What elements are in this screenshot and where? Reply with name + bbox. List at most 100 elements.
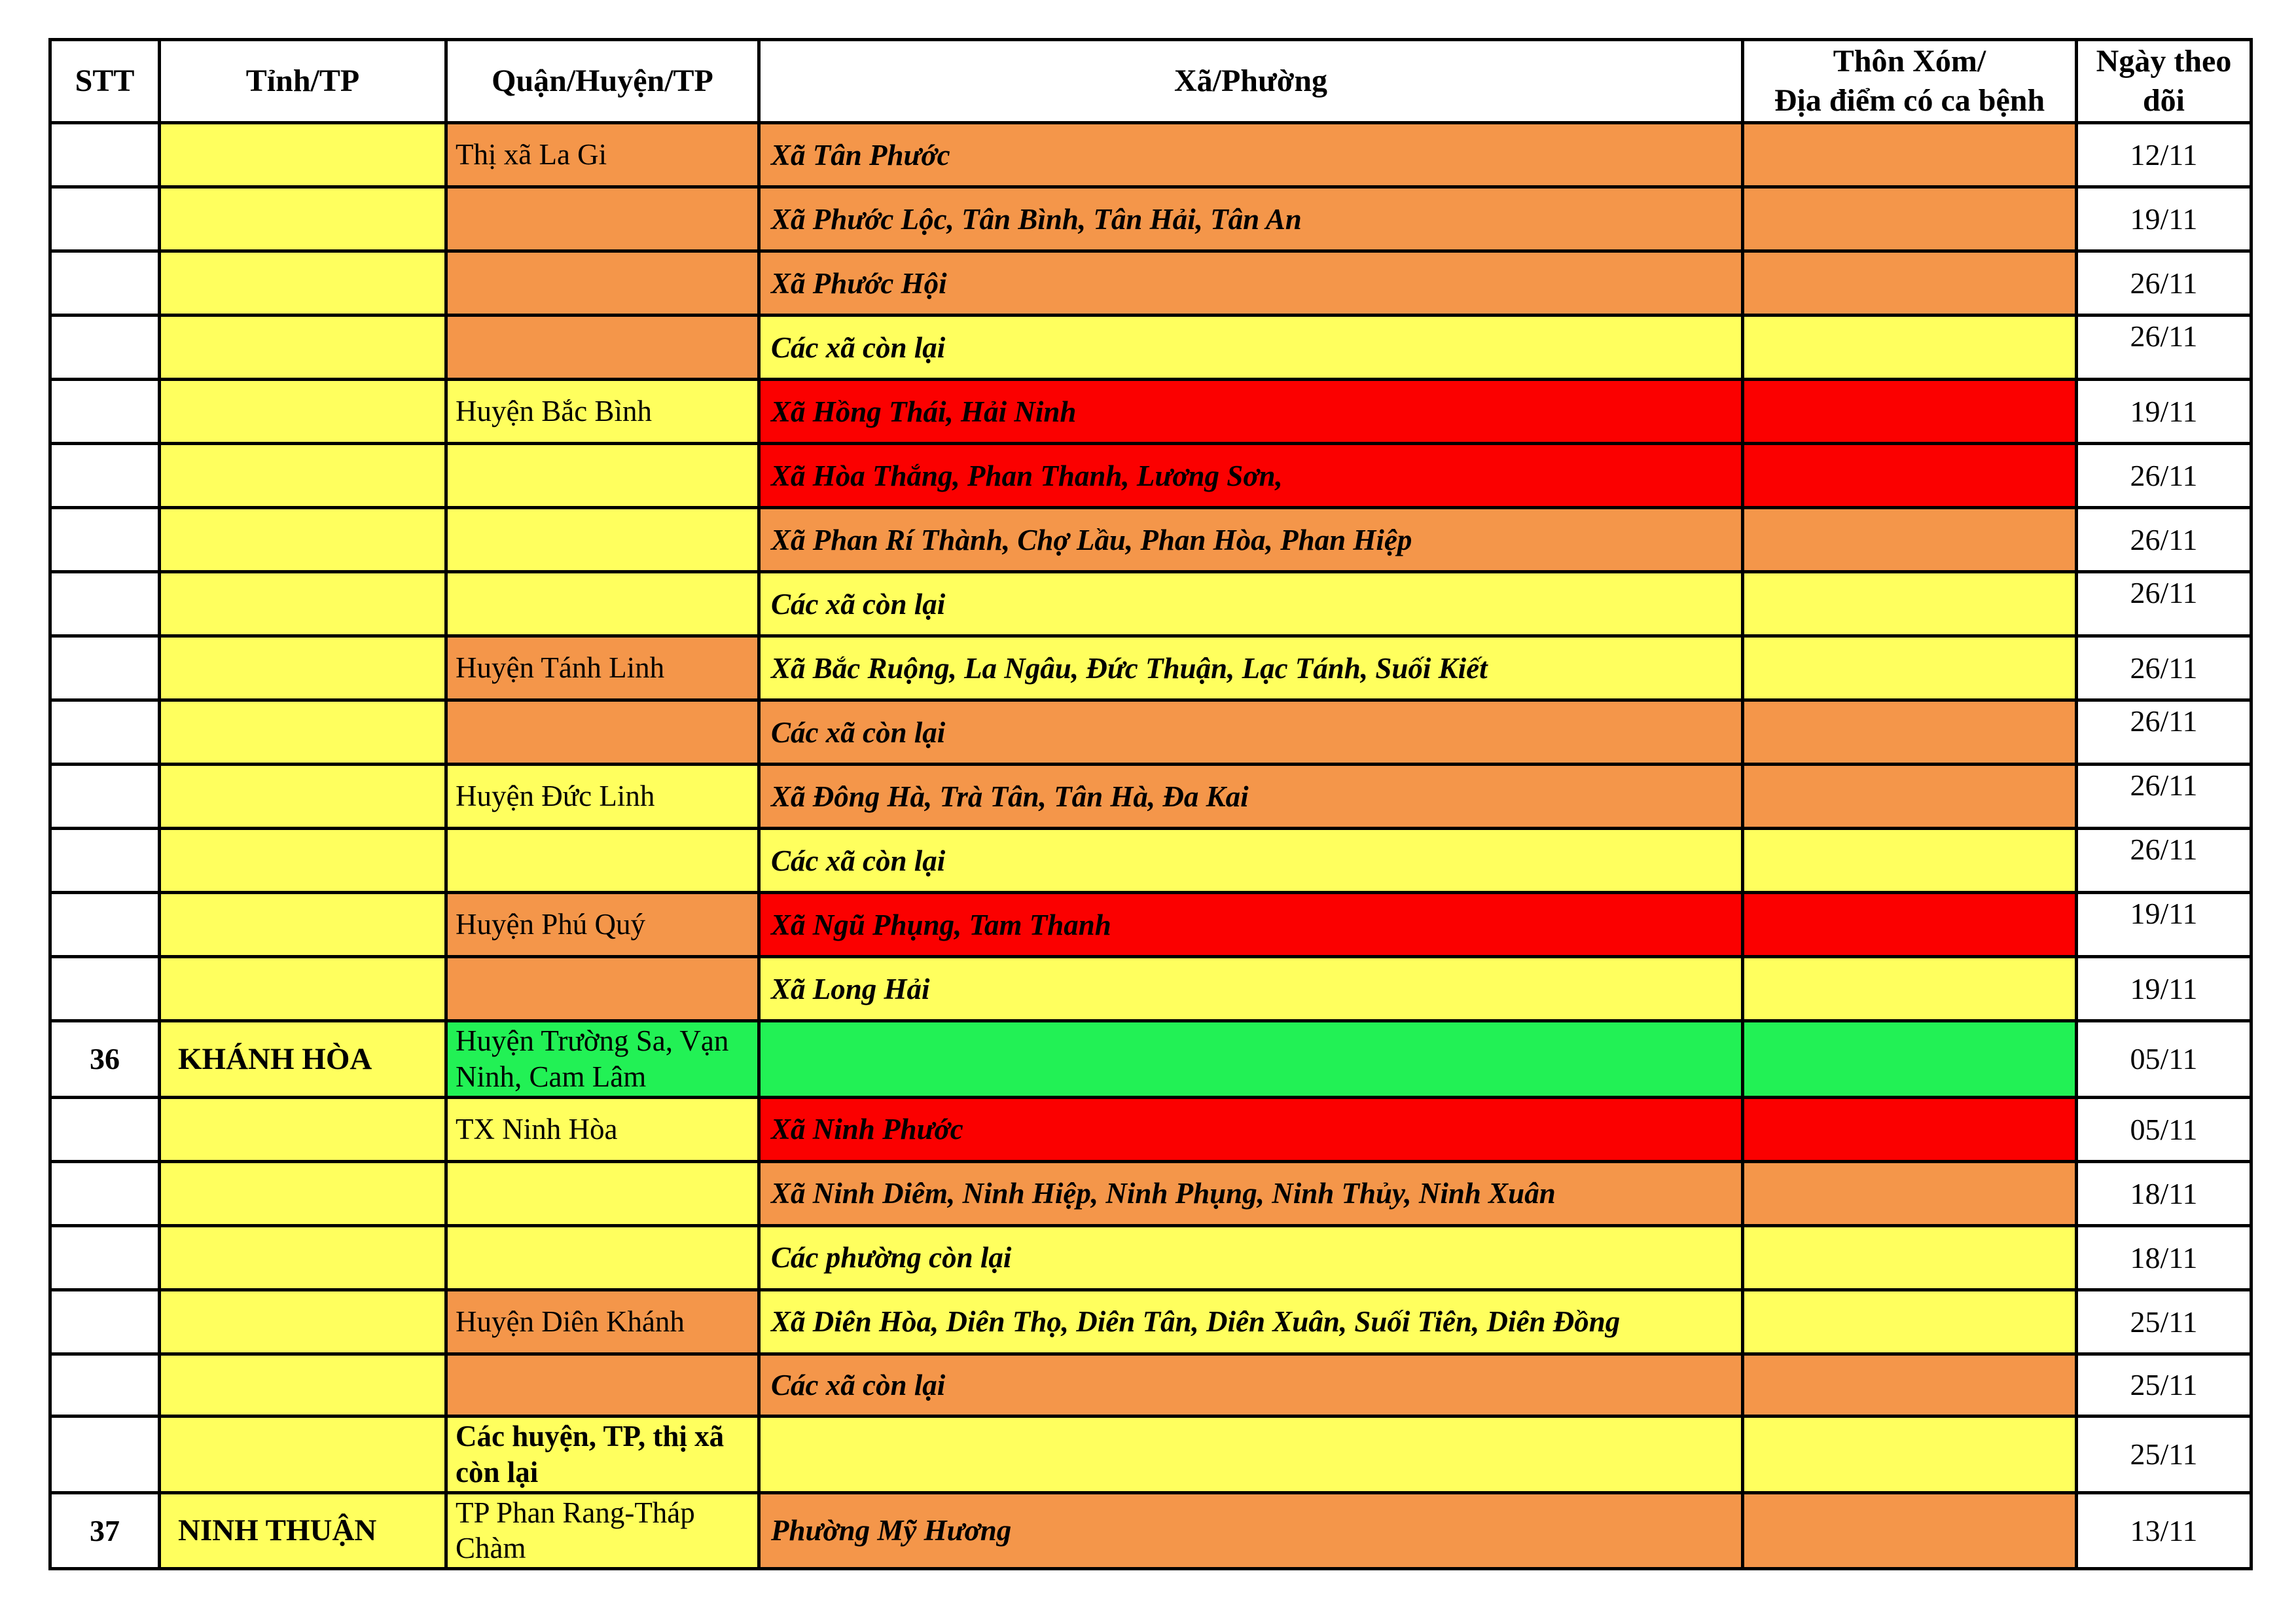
stt-cell <box>48 955 161 1022</box>
commune-cell <box>757 1019 1744 1099</box>
district-cell: Huyện Phú Quý <box>444 891 761 958</box>
province-cell <box>158 249 448 317</box>
table-row: Xã Long Hải 19/11 <box>48 955 2253 1022</box>
date-cell: 26/11 <box>2075 442 2253 509</box>
hamlet-cell <box>1741 185 2078 253</box>
hamlet-cell <box>1741 634 2078 702</box>
district-cell <box>444 827 761 894</box>
stt-cell: 37 <box>48 1490 161 1571</box>
date-cell: 26/11 <box>2075 698 2253 766</box>
commune-cell: Xã Phước Lộc, Tân Bình, Tân Hải, Tân An <box>757 185 1744 253</box>
district-cell <box>444 570 761 638</box>
district-cell <box>444 249 761 317</box>
date-cell: 26/11 <box>2075 249 2253 317</box>
district-cell <box>444 506 761 573</box>
date-cell: 12/11 <box>2075 121 2253 189</box>
tracking-table: STT Tỉnh/TP Quận/Huyện/TP Xã/Phường Thôn… <box>48 38 2253 1571</box>
table-row: Các xã còn lại 26/11 <box>48 827 2253 894</box>
commune-cell: Các xã còn lại <box>757 570 1744 638</box>
district-cell: Huyện Trường Sa, Vạn Ninh, Cam Lâm <box>444 1019 761 1099</box>
hamlet-cell <box>1741 1159 2078 1227</box>
commune-cell: Các xã còn lại <box>757 314 1744 381</box>
hamlet-cell <box>1741 1223 2078 1291</box>
date-cell: 26/11 <box>2075 314 2253 381</box>
table-row: Huyện Tánh Linh Xã Bắc Ruộng, La Ngâu, Đứ… <box>48 634 2253 702</box>
table-row: Xã Phước Hội 26/11 <box>48 249 2253 317</box>
commune-cell: Xã Phan Rí Thành, Chợ Lầu, Phan Hòa, Pha… <box>757 506 1744 573</box>
district-cell: TP Phan Rang-Tháp Chàm <box>444 1490 761 1571</box>
district-cell <box>444 442 761 509</box>
province-cell <box>158 1414 448 1494</box>
stt-cell: 36 <box>48 1019 161 1099</box>
commune-cell <box>757 1414 1744 1494</box>
stt-cell <box>48 1095 161 1163</box>
table-row: Xã Hòa Thắng, Phan Thanh, Lương Sơn, 26/1… <box>48 442 2253 509</box>
stt-cell <box>48 827 161 894</box>
date-cell: 05/11 <box>2075 1095 2253 1163</box>
province-cell <box>158 634 448 702</box>
header-row: STT Tỉnh/TP Quận/Huyện/TP Xã/Phường Thôn… <box>48 38 2253 124</box>
header-commune: Xã/Phường <box>757 38 1744 124</box>
table-row: Huyện Bắc Bình Xã Hồng Thái, Hải Ninh 19/1… <box>48 378 2253 445</box>
commune-cell: Xã Ngũ Phụng, Tam Thanh <box>757 891 1744 958</box>
province-cell <box>158 570 448 638</box>
header-stt: STT <box>48 38 161 124</box>
district-cell: Huyện Đức Linh <box>444 763 761 830</box>
stt-cell <box>48 1414 161 1494</box>
stt-cell <box>48 570 161 638</box>
hamlet-cell <box>1741 570 2078 638</box>
hamlet-cell <box>1741 827 2078 894</box>
table-header: STT Tỉnh/TP Quận/Huyện/TP Xã/Phường Thôn… <box>48 38 2253 124</box>
district-cell: TX Ninh Hòa <box>444 1095 761 1163</box>
province-cell <box>158 698 448 766</box>
province-cell <box>158 121 448 189</box>
date-cell: 26/11 <box>2075 827 2253 894</box>
commune-cell: Xã Đông Hà, Trà Tân, Tân Hà, Đa Kai <box>757 763 1744 830</box>
table-row: Huyện Diên Khánh Xã Diên Hòa, Diên Thọ, D… <box>48 1288 2253 1356</box>
stt-cell <box>48 763 161 830</box>
commune-cell: Xã Long Hải <box>757 955 1744 1022</box>
date-cell: 19/11 <box>2075 891 2253 958</box>
table-row: 36 KHÁNH HÒA Huyện Trường Sa, Vạn Ninh, Ca… <box>48 1019 2253 1099</box>
commune-cell: Xã Bắc Ruộng, La Ngâu, Đức Thuận, Lạc Tá… <box>757 634 1744 702</box>
province-cell <box>158 827 448 894</box>
table-row: Các xã còn lại 26/11 <box>48 314 2253 381</box>
table-row: Các phường còn lại 18/11 <box>48 1223 2253 1291</box>
province-cell <box>158 1352 448 1418</box>
district-cell <box>444 1352 761 1418</box>
date-cell: 18/11 <box>2075 1159 2253 1227</box>
district-cell <box>444 314 761 381</box>
district-cell <box>444 1223 761 1291</box>
date-cell: 18/11 <box>2075 1223 2253 1291</box>
stt-cell <box>48 506 161 573</box>
district-cell <box>444 955 761 1022</box>
hamlet-cell <box>1741 249 2078 317</box>
commune-cell: Các phường còn lại <box>757 1223 1744 1291</box>
hamlet-cell <box>1741 698 2078 766</box>
province-cell: KHÁNH HÒA <box>158 1019 448 1099</box>
commune-cell: Xã Diên Hòa, Diên Thọ, Diên Tân, Diên Xu… <box>757 1288 1744 1356</box>
stt-cell <box>48 442 161 509</box>
header-hamlet: Thôn Xóm/ Địa điểm có ca bệnh <box>1741 38 2078 124</box>
district-cell: Thị xã La Gi <box>444 121 761 189</box>
table-row: Thị xã La Gi Xã Tân Phước 12/11 <box>48 121 2253 189</box>
hamlet-cell <box>1741 763 2078 830</box>
stt-cell <box>48 121 161 189</box>
commune-cell: Các xã còn lại <box>757 1352 1744 1418</box>
date-cell: 26/11 <box>2075 506 2253 573</box>
hamlet-cell <box>1741 1414 2078 1494</box>
stt-cell <box>48 185 161 253</box>
district-cell: Huyện Diên Khánh <box>444 1288 761 1356</box>
table-row: Các xã còn lại 25/11 <box>48 1352 2253 1418</box>
date-cell: 25/11 <box>2075 1352 2253 1418</box>
district-cell <box>444 698 761 766</box>
district-cell <box>444 1159 761 1227</box>
date-cell: 26/11 <box>2075 570 2253 638</box>
province-cell <box>158 185 448 253</box>
province-cell <box>158 1159 448 1227</box>
commune-cell: Xã Phước Hội <box>757 249 1744 317</box>
table-row: TX Ninh Hòa Xã Ninh Phước 05/11 <box>48 1095 2253 1163</box>
province-cell: NINH THUẬN <box>158 1490 448 1571</box>
hamlet-cell <box>1741 121 2078 189</box>
hamlet-cell <box>1741 1490 2078 1571</box>
